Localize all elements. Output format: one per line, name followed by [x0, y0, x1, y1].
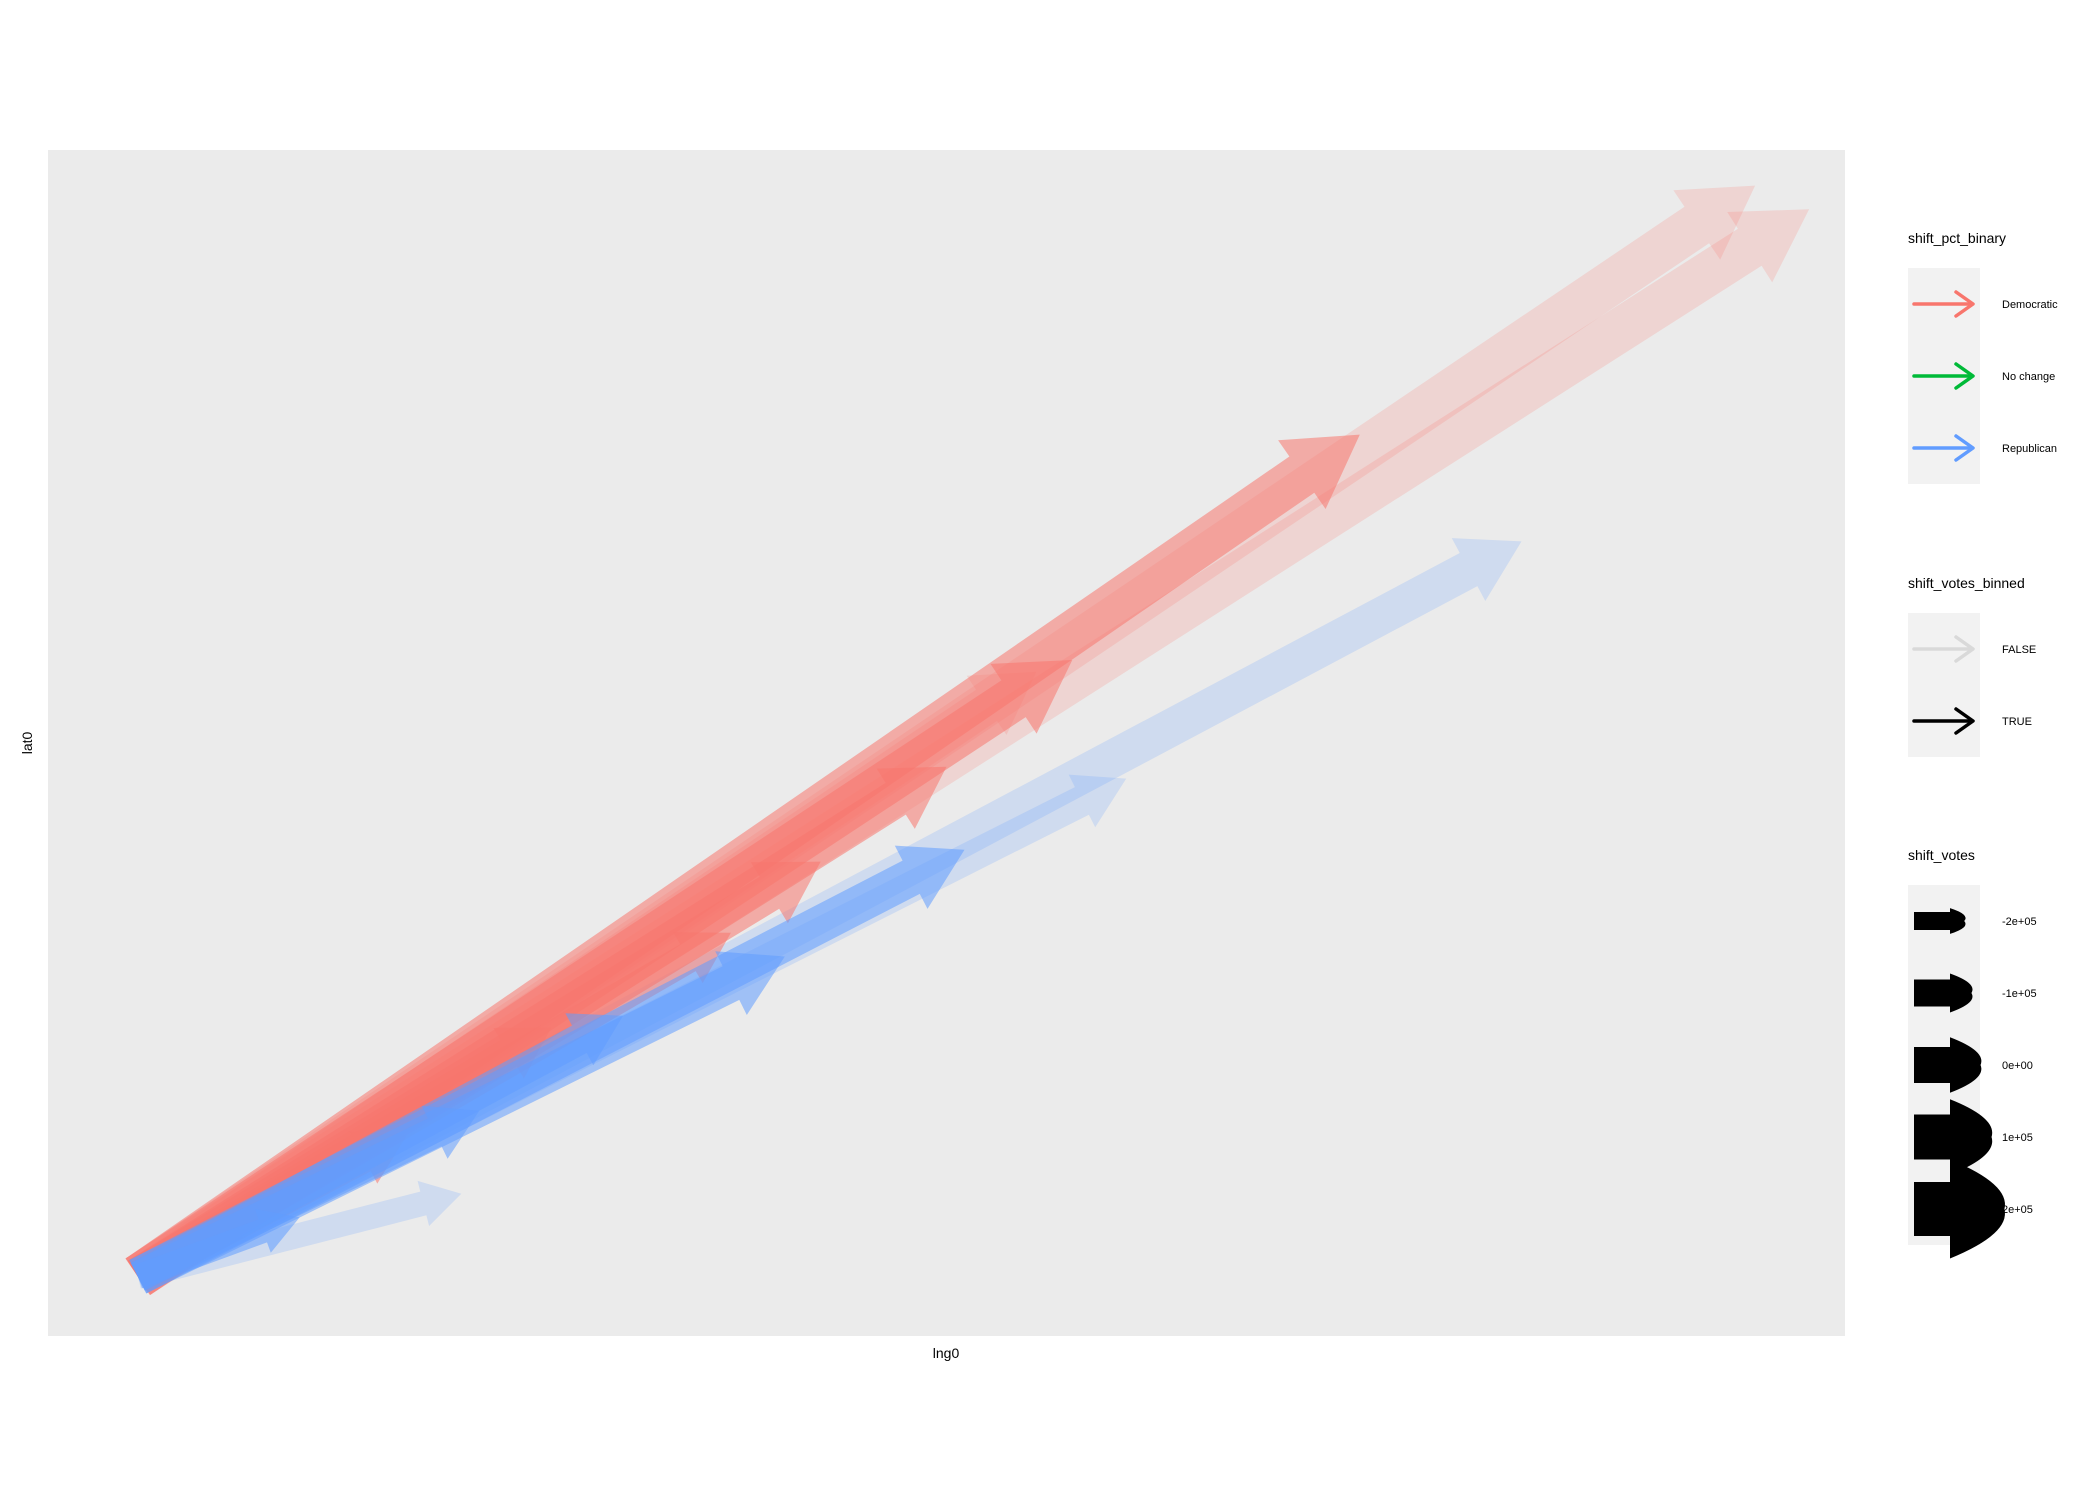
y-axis-title: lat0 [19, 732, 35, 755]
x-axis-title: lng0 [933, 1345, 960, 1361]
legend-label: 0e+00 [2002, 1060, 2033, 1072]
legend-size-arrow-icon [1914, 908, 1966, 934]
legend-size-arrow-icon [1914, 1159, 2005, 1259]
legend-label: Democratic [2002, 299, 2058, 311]
legend: shift_pct_binary Democratic No change Repub… [1908, 230, 2058, 1259]
legend-title-shift-votes: shift_votes [1908, 847, 1975, 863]
legend-label: Republican [2002, 443, 2057, 455]
legend-label: -2e+05 [2002, 916, 2037, 928]
legend-title-shift-votes-binned: shift_votes_binned [1908, 575, 2025, 591]
arrow-mark-republican [133, 1209, 300, 1289]
arrows-layer [125, 185, 1810, 1296]
legend-arrow-icon [1912, 707, 1975, 735]
legend-title-shift-pct-binary: shift_pct_binary [1908, 230, 2006, 246]
legend-arrow-icon [1912, 434, 1975, 462]
legend-size-arrow-icon [1914, 973, 1973, 1013]
legend-arrow-icon [1912, 362, 1975, 390]
legend-arrow-icon [1912, 635, 1975, 663]
legend-label: 2e+05 [2002, 1204, 2033, 1216]
legend-label: -1e+05 [2002, 988, 2037, 1000]
legend-label: TRUE [2002, 716, 2032, 728]
legend-arrow-icon [1912, 290, 1975, 318]
legend-size-arrow-icon [1914, 1037, 1982, 1093]
arrow-mark-republican [134, 1180, 462, 1289]
legend-key-box [1908, 613, 1980, 757]
legend-size-arrow-icon [1914, 1099, 1993, 1175]
legend-label: FALSE [2002, 644, 2036, 656]
legend-label: No change [2002, 371, 2055, 383]
legend-label: 1e+05 [2002, 1132, 2033, 1144]
